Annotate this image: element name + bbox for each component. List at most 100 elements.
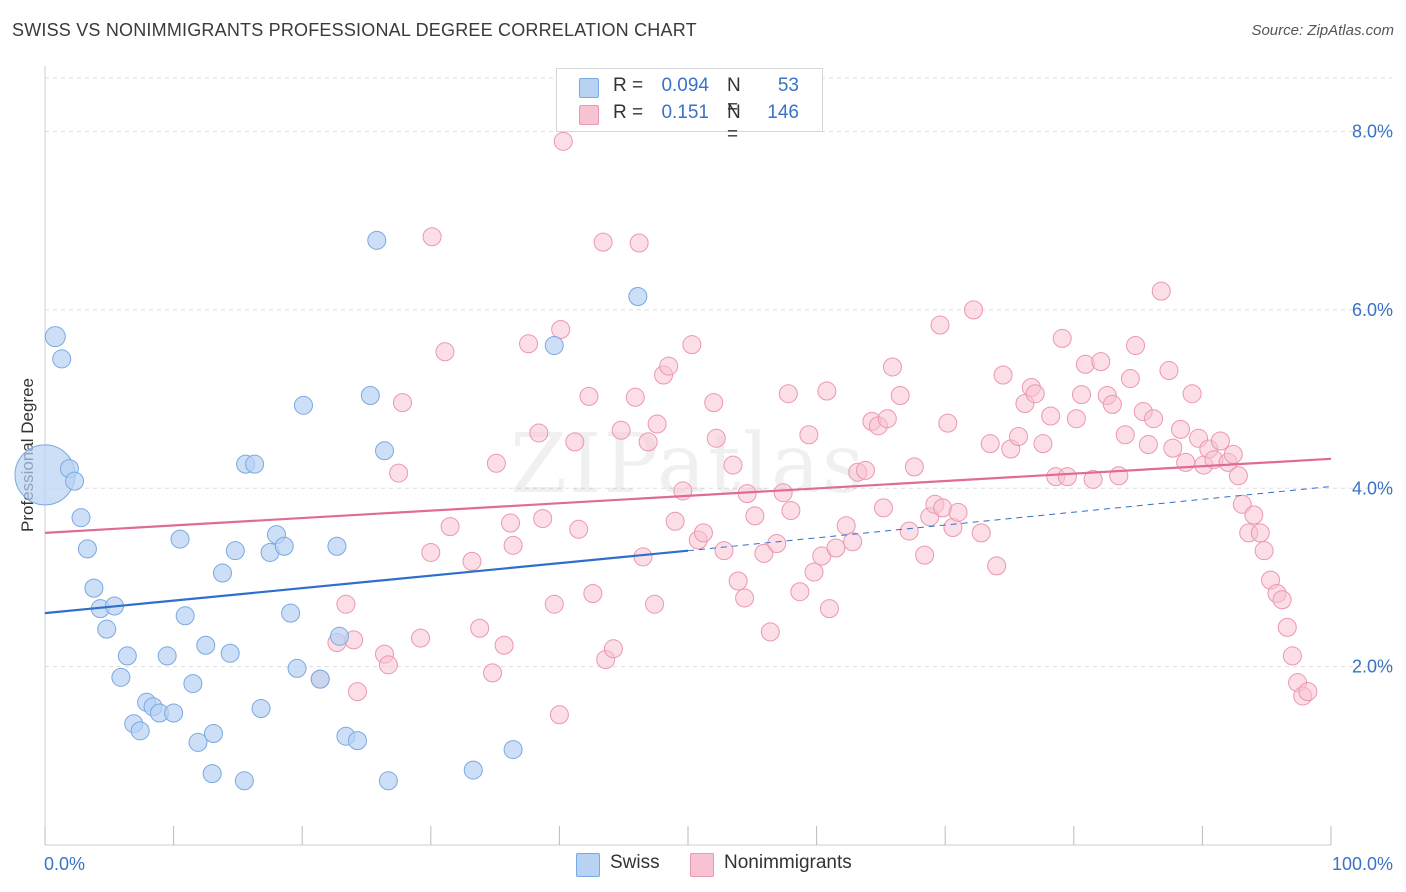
nonimmigrants-point [1210, 431, 1230, 451]
nonimmigrants-point [483, 663, 503, 683]
nonimmigrants-point [579, 386, 599, 406]
nonimmigrants-point [1052, 328, 1072, 348]
nonimmigrants-point [781, 501, 801, 521]
nonimmigrants-point [486, 453, 506, 473]
nonimmigrants-point [1254, 541, 1274, 561]
swiss-point [367, 230, 387, 250]
nonimmigrants-point [645, 594, 665, 614]
swiss-point [44, 326, 66, 348]
nonimmigrants-point [1272, 590, 1292, 610]
nonimmigrants-point [826, 538, 846, 558]
nonimmigrants-point [899, 521, 919, 541]
nonimmigrants-point [930, 315, 950, 335]
swiss-point [327, 536, 347, 556]
nonimmigrants-point [882, 357, 902, 377]
nonimmigrants-point [1066, 409, 1086, 429]
nonimmigrants-point [987, 556, 1007, 576]
swiss-point [360, 386, 380, 406]
nonimmigrants-point [665, 511, 685, 531]
nonimmigrants-point [1109, 466, 1129, 486]
nonimmigrants-point [440, 517, 460, 537]
swiss-point [65, 471, 85, 491]
nonimmigrants-point [551, 320, 571, 340]
swiss-point [97, 619, 117, 639]
swiss-point [463, 760, 483, 780]
y-tick-label: 4.0% [1352, 478, 1393, 498]
swiss-point [203, 724, 223, 744]
nonimmigrants-point [1072, 385, 1092, 405]
nonimmigrants-point [1171, 419, 1191, 439]
nonimmigrants-point [877, 409, 897, 429]
swiss-point [274, 536, 294, 556]
nonimmigrants-swatch [690, 853, 714, 877]
swiss-point [111, 667, 131, 687]
legend-n-value: 146 [767, 102, 799, 123]
nonimmigrants-point [790, 582, 810, 602]
swiss-point [225, 541, 245, 561]
swiss-point [310, 669, 330, 689]
swiss-point [212, 563, 232, 583]
swiss-point [281, 603, 301, 623]
swiss-point [628, 287, 648, 307]
nonimmigrants-point [1057, 467, 1077, 487]
nonimmigrants-point [378, 655, 398, 675]
swiss-point [234, 771, 254, 791]
nonimmigrants-point [647, 414, 667, 434]
swiss-point [347, 731, 367, 751]
swiss-point [157, 646, 177, 666]
nonimmigrants-point [778, 384, 798, 404]
legend-n-value: 53 [777, 75, 799, 96]
nonimmigrants-point [1041, 406, 1061, 426]
nonimmigrants-point [1009, 427, 1029, 447]
nonimmigrants-point [890, 386, 910, 406]
nonimmigrants-point [843, 532, 863, 552]
nonimmigrants-point [799, 425, 819, 445]
y-tick-label: 6.0% [1352, 300, 1393, 320]
nonimmigrants-point [347, 682, 367, 702]
correlation-legend: R = 0.094 N = 53 R = 0.151 N = 146 [556, 68, 823, 145]
nonimmigrants-point [754, 543, 774, 563]
swiss-point [375, 441, 395, 461]
nonimmigrants-point [533, 509, 553, 529]
nonimmigrants-point [529, 423, 549, 443]
nonimmigrants-point [714, 541, 734, 561]
nonimmigrants-point [993, 365, 1013, 385]
nonimmigrants-point [963, 300, 983, 320]
nonimmigrants-point [336, 594, 356, 614]
nonimmigrants-trend-line [44, 457, 1332, 534]
swiss-point [170, 529, 190, 549]
swiss-point [329, 626, 349, 646]
chart-title: SWISS VS NONIMMIGRANTS PROFESSIONAL DEGR… [12, 20, 697, 40]
swiss-trend-line [44, 549, 689, 615]
swiss-point [77, 539, 97, 559]
nonimmigrants-point [1144, 409, 1164, 429]
nonimmigrants-point [728, 571, 748, 591]
nonimmigrants-point [603, 639, 623, 659]
nonimmigrants-point [1298, 682, 1318, 702]
source-label: Source: ZipAtlas.com [1251, 22, 1394, 39]
swiss-point [117, 646, 137, 666]
nonimmigrants-point [855, 460, 875, 480]
nonimmigrants-point [569, 519, 589, 539]
nonimmigrants-point [1102, 394, 1122, 414]
swiss-point [544, 336, 564, 356]
legend-r-value: 0.151 [661, 102, 709, 123]
nonimmigrants-point [1115, 425, 1135, 445]
nonimmigrants-swatch [579, 105, 599, 125]
legend-n-label: N = [727, 75, 741, 118]
nonimmigrants-point [938, 413, 958, 433]
swiss-point [130, 721, 150, 741]
swiss-point [52, 349, 72, 369]
nonimmigrants-point [638, 432, 658, 452]
nonimmigrants-point [411, 628, 431, 648]
nonimmigrants-point [494, 635, 514, 655]
swiss-point [378, 771, 398, 791]
nonimmigrants-point [760, 622, 780, 642]
swiss-point [84, 578, 104, 598]
nonimmigrants-point [915, 545, 935, 565]
nonimmigrants-point [1120, 369, 1140, 389]
swiss-point [245, 454, 265, 474]
nonimmigrants-point [633, 547, 653, 567]
nonimmigrants-point [435, 342, 455, 362]
swiss-point [220, 643, 240, 663]
